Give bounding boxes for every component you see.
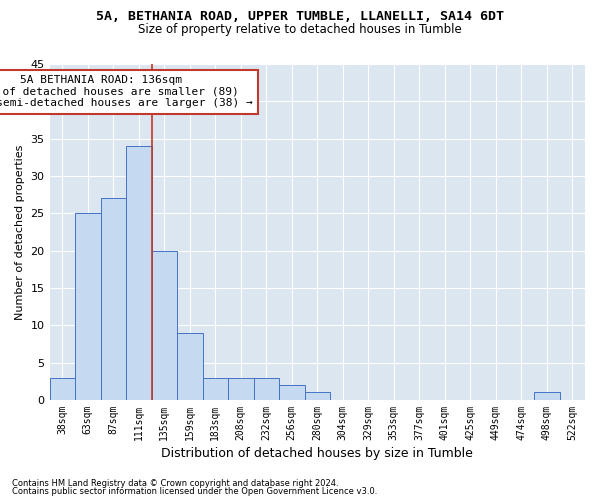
Bar — [254, 378, 279, 400]
Text: Contains public sector information licensed under the Open Government Licence v3: Contains public sector information licen… — [12, 487, 377, 496]
Text: 5A, BETHANIA ROAD, UPPER TUMBLE, LLANELLI, SA14 6DT: 5A, BETHANIA ROAD, UPPER TUMBLE, LLANELL… — [96, 10, 504, 23]
Bar — [305, 392, 330, 400]
Bar — [177, 333, 203, 400]
Bar — [101, 198, 126, 400]
Bar — [50, 378, 75, 400]
Y-axis label: Number of detached properties: Number of detached properties — [15, 144, 25, 320]
Bar — [203, 378, 228, 400]
Bar — [228, 378, 254, 400]
Text: Contains HM Land Registry data © Crown copyright and database right 2024.: Contains HM Land Registry data © Crown c… — [12, 478, 338, 488]
Bar — [75, 214, 101, 400]
Bar — [279, 385, 305, 400]
Bar — [152, 250, 177, 400]
Bar — [534, 392, 560, 400]
Text: Size of property relative to detached houses in Tumble: Size of property relative to detached ho… — [138, 22, 462, 36]
X-axis label: Distribution of detached houses by size in Tumble: Distribution of detached houses by size … — [161, 447, 473, 460]
Bar — [126, 146, 152, 400]
Text: 5A BETHANIA ROAD: 136sqm
← 70% of detached houses are smaller (89)
30% of semi-d: 5A BETHANIA ROAD: 136sqm ← 70% of detach… — [0, 75, 253, 108]
